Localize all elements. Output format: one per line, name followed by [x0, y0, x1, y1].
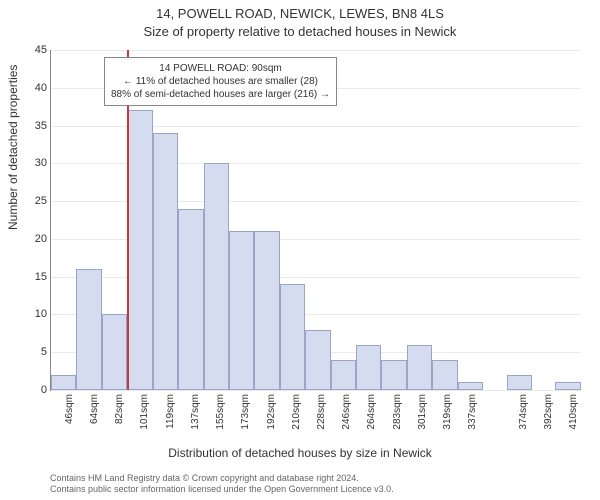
histogram-bar [204, 163, 229, 390]
x-tick-label: 64sqm [89, 394, 100, 424]
x-tick-label: 137sqm [190, 394, 201, 430]
annotation-line: ← 11% of detached houses are smaller (28… [111, 75, 330, 88]
histogram-bar [555, 382, 580, 390]
x-tick-label: 119sqm [165, 394, 176, 429]
histogram-bar [229, 231, 254, 390]
footer-attribution: Contains HM Land Registry data © Crown c… [50, 473, 394, 496]
annotation-line: 88% of semi-detached houses are larger (… [111, 88, 330, 101]
histogram-bar [458, 382, 483, 390]
histogram-bar [356, 345, 381, 390]
y-tick-label: 35 [17, 120, 47, 132]
x-tick-label: 46sqm [64, 394, 75, 424]
histogram-bar [102, 314, 127, 390]
y-tick-label: 20 [17, 233, 47, 245]
x-tick-label: 192sqm [266, 394, 277, 430]
histogram-bar [432, 360, 457, 390]
x-tick-label: 228sqm [316, 394, 327, 430]
y-tick-label: 40 [17, 82, 47, 94]
y-tick-label: 25 [17, 195, 47, 207]
histogram-bar [305, 330, 330, 390]
x-tick-label: 410sqm [568, 394, 579, 430]
footer-line1: Contains HM Land Registry data © Crown c… [50, 473, 394, 485]
histogram-bar [51, 375, 76, 390]
histogram-bar [153, 133, 178, 390]
x-tick-label: 210sqm [291, 394, 302, 430]
x-tick-label: 392sqm [543, 394, 554, 430]
x-tick-label: 82sqm [114, 394, 125, 424]
histogram-bar [254, 231, 279, 390]
x-tick-label: 319sqm [442, 394, 453, 430]
y-tick-label: 15 [17, 271, 47, 283]
x-tick-label: 155sqm [215, 394, 226, 430]
x-tick-label: 173sqm [240, 394, 251, 430]
x-tick-label: 264sqm [366, 394, 377, 430]
x-tick-label: 301sqm [417, 394, 428, 430]
histogram-bar [127, 110, 152, 390]
x-axis-label: Distribution of detached houses by size … [0, 446, 600, 460]
annotation-box: 14 POWELL ROAD: 90sqm← 11% of detached h… [104, 57, 337, 106]
chart-container: 14, POWELL ROAD, NEWICK, LEWES, BN8 4LS … [0, 0, 600, 500]
annotation-line: 14 POWELL ROAD: 90sqm [111, 62, 330, 75]
histogram-bar [381, 360, 406, 390]
x-tick-label: 101sqm [139, 394, 150, 430]
grid-line [51, 390, 581, 391]
histogram-bar [331, 360, 356, 390]
x-tick-label: 337sqm [467, 394, 478, 430]
y-tick-label: 10 [17, 308, 47, 320]
y-tick-label: 5 [17, 346, 47, 358]
y-tick-label: 0 [17, 384, 47, 396]
y-tick-label: 30 [17, 157, 47, 169]
histogram-bar [178, 209, 203, 390]
chart-title-line1: 14, POWELL ROAD, NEWICK, LEWES, BN8 4LS [0, 6, 600, 21]
x-tick-label: 246sqm [341, 394, 352, 430]
y-tick-label: 45 [17, 44, 47, 56]
plot-area: 05101520253035404546sqm64sqm82sqm101sqm1… [50, 50, 581, 391]
histogram-bar [280, 284, 305, 390]
histogram-bar [407, 345, 432, 390]
chart-title-line2: Size of property relative to detached ho… [0, 24, 600, 39]
histogram-bar [76, 269, 101, 390]
x-tick-label: 283sqm [392, 394, 403, 430]
histogram-bar [507, 375, 532, 390]
footer-line2: Contains public sector information licen… [50, 484, 394, 496]
x-tick-label: 374sqm [518, 394, 529, 430]
